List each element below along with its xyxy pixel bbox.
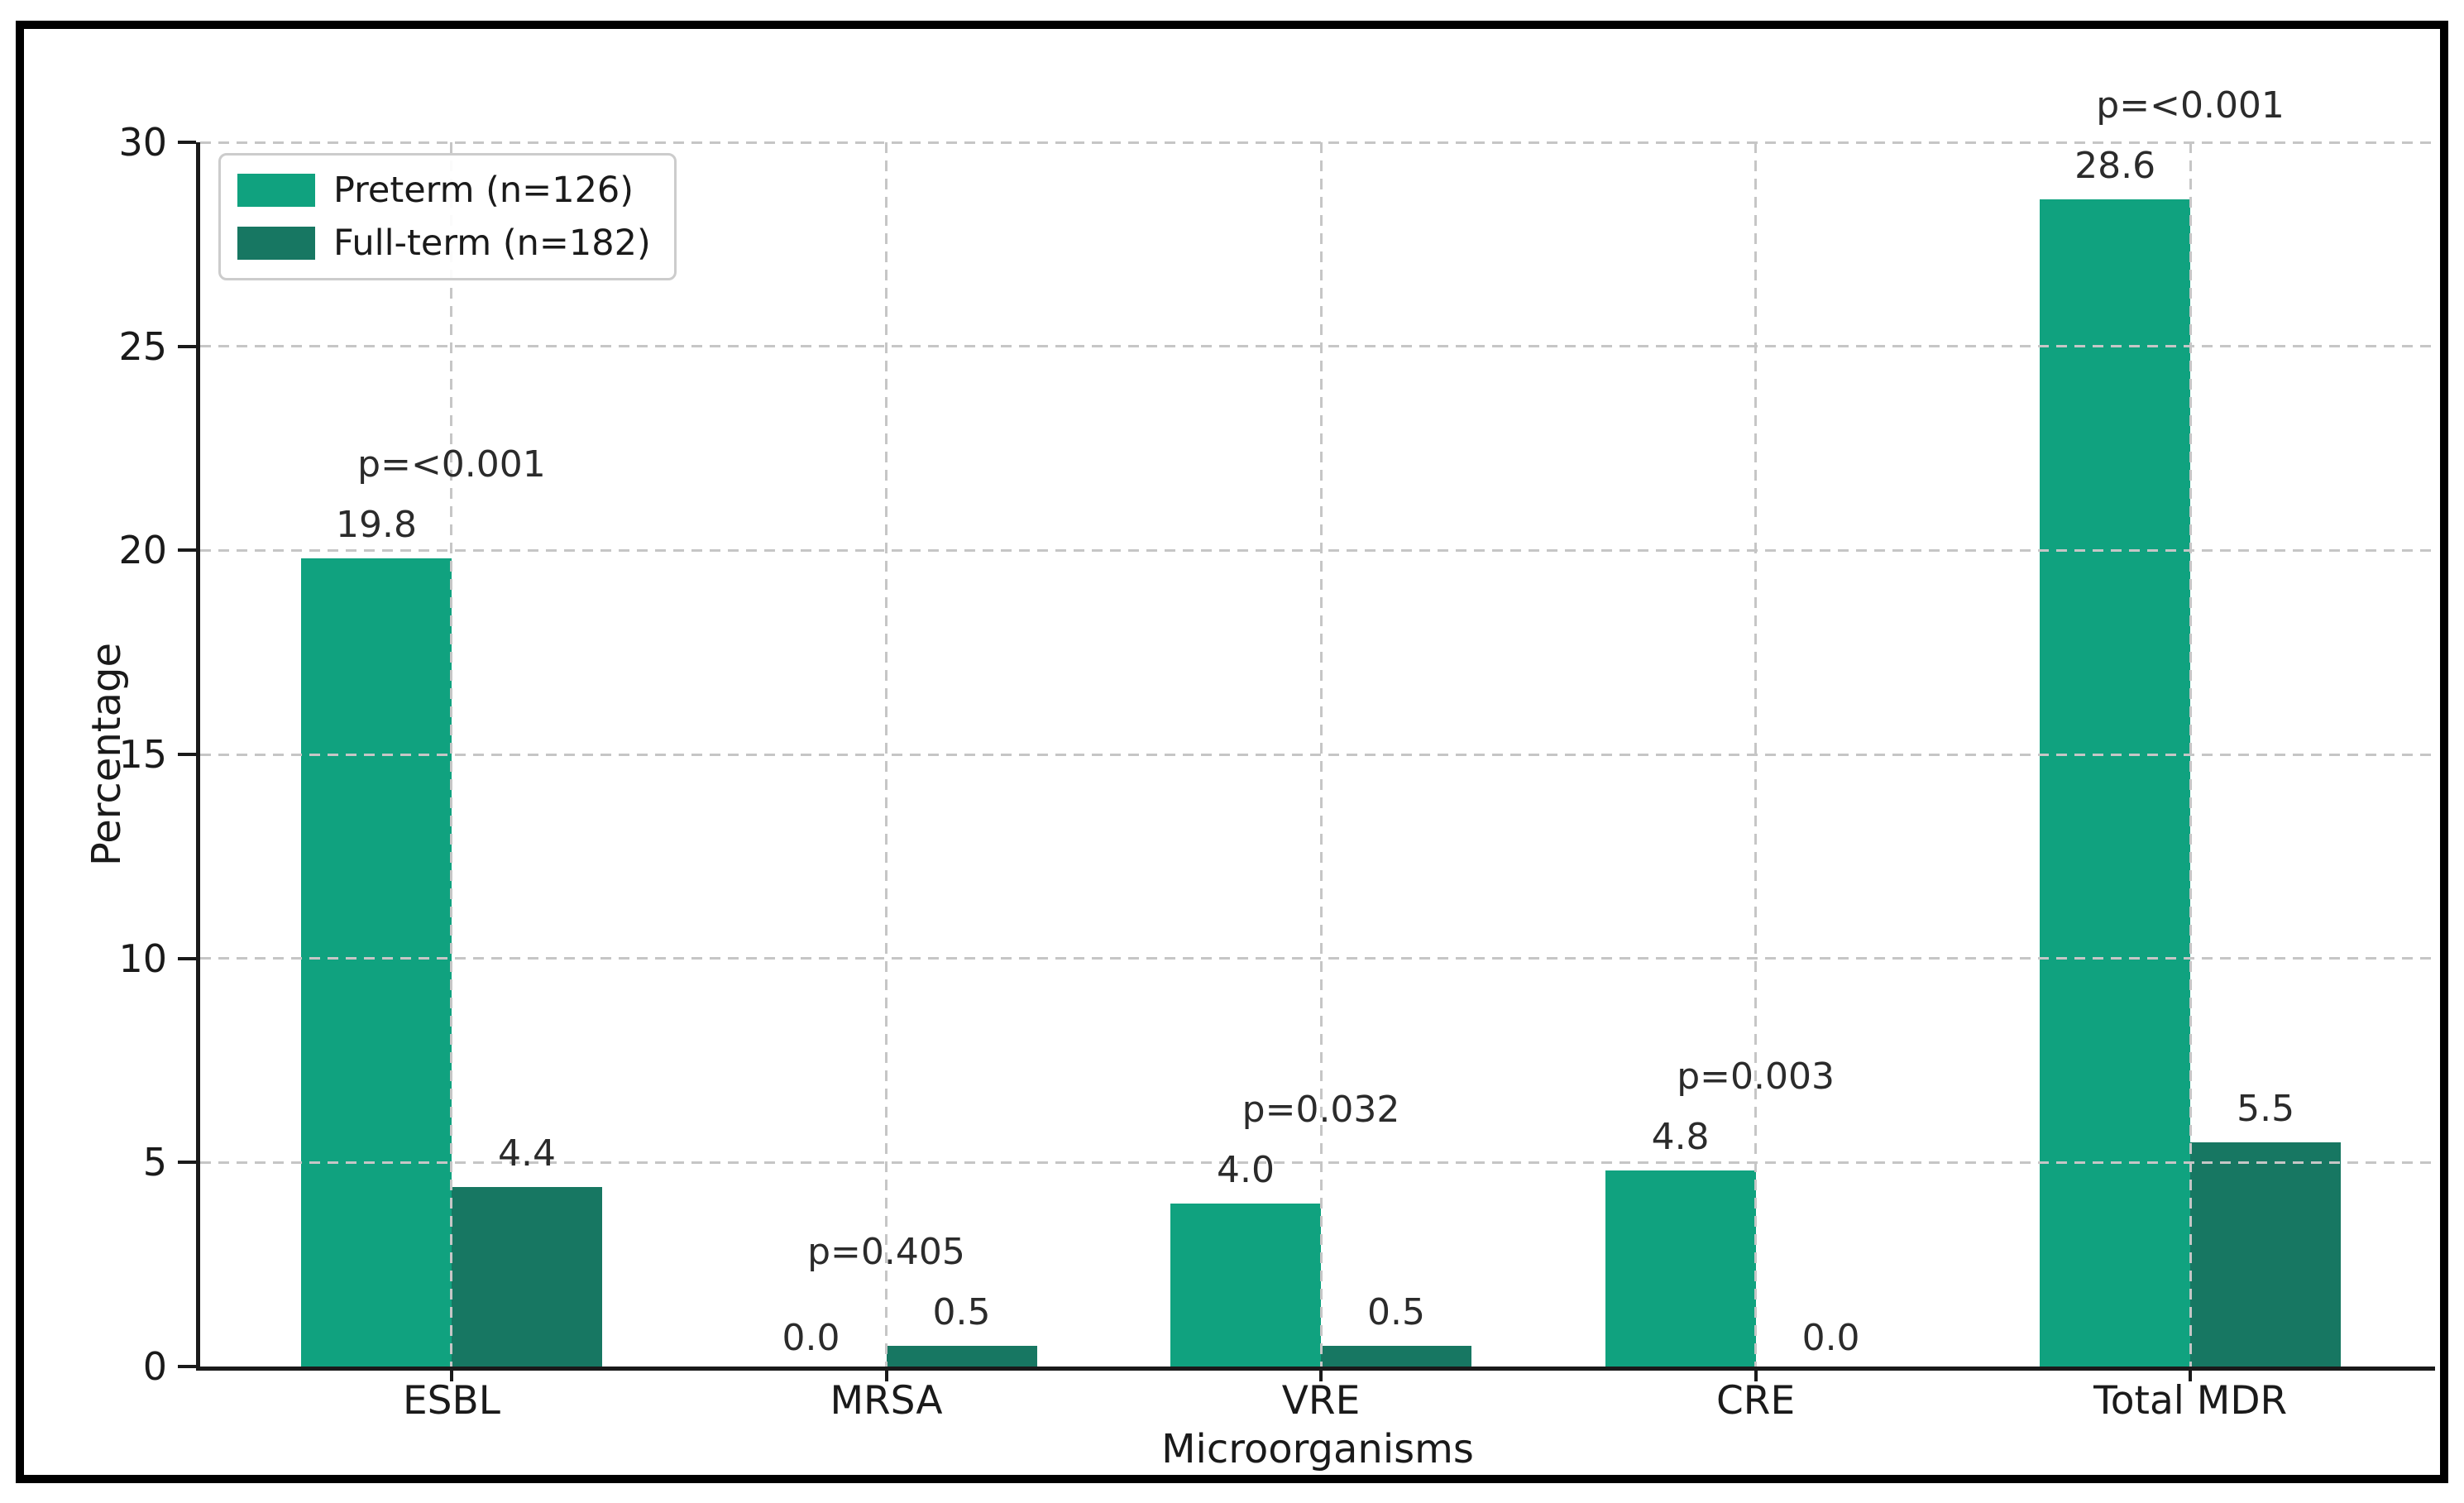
y-tick-label: 10: [118, 936, 167, 981]
value-label: 28.6: [2074, 145, 2156, 188]
grid-layer: [200, 141, 2435, 1367]
value-label: 4.0: [1217, 1148, 1275, 1191]
bar-preterm-total-mdr: [2040, 199, 2191, 1367]
x-tick-mark: [1754, 1368, 1758, 1381]
bar-full-term-esbl: [451, 1186, 602, 1367]
x-tick-mark: [884, 1368, 888, 1381]
y-tick-mark: [178, 956, 196, 960]
value-label: 4.4: [497, 1132, 556, 1175]
x-tick-mark: [449, 1368, 453, 1381]
y-gridline: [200, 141, 2435, 144]
p-value-label: p=0.032: [1242, 1088, 1400, 1131]
x-tick-mark: [2189, 1368, 2193, 1381]
y-tick-mark: [178, 1161, 196, 1165]
x-tick-mark: [1319, 1368, 1323, 1381]
x-tick-label: ESBL: [402, 1378, 500, 1424]
legend: Preterm (n=126) Full-term (n=182): [218, 153, 677, 280]
p-value-label: p=<0.001: [2096, 84, 2285, 127]
y-tick-label: 30: [118, 120, 167, 165]
y-gridline: [200, 1161, 2435, 1164]
y-tick-label: 5: [142, 1140, 167, 1185]
bar-full-term-total-mdr: [2190, 1142, 2342, 1367]
legend-item-fullterm: Full-term (n=182): [237, 223, 651, 263]
x-tick-label: VRE: [1281, 1378, 1361, 1424]
x-gridline: [1319, 142, 1323, 1367]
bar-preterm-vre: [1170, 1203, 1322, 1367]
legend-swatch-preterm: [237, 174, 315, 207]
bar-full-term-vre: [1321, 1346, 1472, 1367]
value-label: 0.0: [1801, 1317, 1860, 1359]
y-gridline: [200, 548, 2435, 552]
legend-label-fullterm: Full-term (n=182): [333, 223, 651, 264]
y-tick-mark: [178, 141, 196, 144]
y-gridline: [200, 345, 2435, 348]
value-label: 4.8: [1651, 1116, 1710, 1159]
x-axis-title: Microorganisms: [1161, 1426, 1474, 1472]
y-tick-mark: [178, 753, 196, 756]
bars-layer: [200, 142, 2435, 1367]
p-value-label: p=0.003: [1677, 1055, 1835, 1099]
value-label: 0.5: [1367, 1291, 1426, 1334]
y-tick-label: 15: [118, 732, 167, 777]
y-tick-mark: [178, 1365, 196, 1368]
x-tick-label: Total MDR: [2093, 1378, 2288, 1424]
y-tick-label: 0: [142, 1344, 167, 1389]
bar-full-term-mrsa: [886, 1346, 1037, 1367]
y-gridline: [200, 753, 2435, 756]
y-tick-label: 25: [118, 323, 167, 369]
y-tick-label: 20: [118, 528, 167, 573]
legend-swatch-fullterm: [237, 227, 315, 260]
x-tick-label: CRE: [1715, 1378, 1796, 1424]
x-axis-spine: [196, 1367, 2435, 1371]
value-label: 0.0: [782, 1317, 840, 1359]
x-gridline: [1754, 142, 1758, 1367]
y-gridline: [200, 957, 2435, 960]
y-tick-mark: [178, 548, 196, 553]
value-label: 0.5: [932, 1291, 991, 1334]
p-value-label: p=<0.001: [357, 443, 546, 486]
value-label: 5.5: [2237, 1087, 2295, 1130]
y-axis-title: Percentage: [84, 642, 130, 867]
x-tick-label: MRSA: [830, 1378, 943, 1424]
figure-frame: 19.8 4.4 p=<0.001 0.0 0.5 p=0.405 4.0 0.5 p=0.03…: [16, 21, 2448, 1483]
bar-preterm-cre: [1605, 1170, 1756, 1367]
x-gridline: [2189, 142, 2192, 1367]
annotation-layer: 19.8 4.4 p=<0.001 0.0 0.5 p=0.405 4.0 0.5 p=0.03…: [200, 88, 2435, 1367]
p-value-label: p=0.405: [807, 1231, 965, 1274]
x-gridline: [450, 142, 453, 1367]
legend-item-preterm: Preterm (n=126): [237, 170, 651, 210]
x-gridline: [885, 142, 888, 1367]
plot-area: 19.8 4.4 p=<0.001 0.0 0.5 p=0.405 4.0 0.5 p=0.03…: [118, 88, 2435, 1423]
legend-label-preterm: Preterm (n=126): [333, 170, 634, 211]
bar-preterm-esbl: [300, 558, 452, 1367]
y-tick-mark: [178, 344, 196, 348]
y-axis-spine: [196, 142, 200, 1371]
value-label: 19.8: [335, 504, 417, 547]
